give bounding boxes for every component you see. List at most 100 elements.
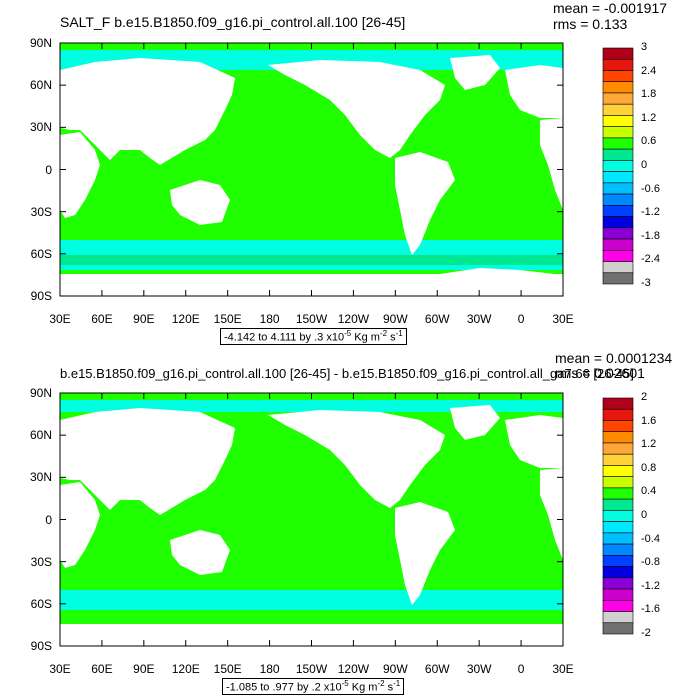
colorbar-swatch	[602, 498, 634, 511]
colorbar-swatch	[602, 227, 634, 240]
colorbar	[602, 397, 634, 635]
colorbar-label: -1.2	[641, 206, 660, 219]
land-europe	[505, 65, 563, 118]
y-tick-label: 90N	[29, 386, 52, 400]
colorbar-swatch	[602, 137, 634, 150]
x-tick-label: 180	[259, 662, 280, 676]
x-tick-label: 120W	[337, 662, 370, 676]
contour-range-label: -1.085 to .977 by .2 x10-5 Kg m-2 s-1	[222, 678, 405, 695]
y-tick-label: 90S	[30, 639, 52, 653]
colorbar-swatch	[602, 555, 634, 567]
colorbar-swatch	[602, 487, 634, 500]
map-plot	[59, 392, 634, 647]
colorbar-swatch	[602, 577, 634, 590]
land-north-america	[268, 410, 445, 508]
contour-range-label: -4.142 to 4.111 by .3 x10-5 Kg m-2 s-1	[220, 328, 407, 345]
colorbar-swatch	[602, 543, 634, 556]
rms-label: rms = 0.02601	[555, 365, 645, 381]
colorbar-swatch	[602, 599, 634, 612]
colorbar-swatch	[602, 566, 634, 579]
chart-title: b.e15.B1850.f09_g16.pi_control.all.100 […	[60, 366, 634, 381]
colorbar-swatch	[602, 92, 634, 105]
colorbar-swatch	[602, 442, 634, 455]
colorbar-swatch	[602, 510, 634, 522]
colorbar-swatch	[602, 521, 634, 534]
y-tick-label: 30S	[30, 204, 52, 219]
land-asia	[60, 58, 235, 165]
colorbar-label: 1.2	[641, 111, 657, 124]
land-australia	[170, 180, 230, 225]
land-greenland	[450, 405, 500, 440]
colorbar-swatch	[602, 238, 634, 251]
colorbar-swatch	[602, 622, 634, 635]
colorbar-swatch	[602, 249, 634, 262]
land-australia	[170, 530, 230, 575]
colorbar-swatch	[602, 261, 634, 274]
colorbar-label: -3	[641, 277, 651, 289]
colorbar-swatch	[602, 160, 634, 172]
x-tick-label: 120E	[171, 662, 200, 676]
y-tick-label: 60N	[29, 428, 52, 443]
x-tick-label: 30E	[552, 312, 574, 326]
colorbar-label: -0.8	[641, 556, 660, 569]
rms-label: rms = 0.133	[553, 16, 628, 32]
land-north-america	[268, 60, 445, 158]
y-tick-label: 30N	[29, 120, 52, 135]
mean-label: mean = 0.0001234	[555, 350, 673, 366]
x-tick-label: 30E	[552, 662, 574, 676]
x-tick-label: 30E	[49, 662, 71, 676]
chart-panel-top: SALT_F b.e15.B1850.f09_g16.pi_control.al…	[29, 0, 668, 345]
y-tick-label: 90S	[30, 289, 52, 303]
land-africa	[60, 482, 100, 568]
colorbar-swatch	[602, 126, 634, 139]
y-tick-label: 30S	[30, 554, 52, 569]
map-plot	[59, 42, 634, 297]
y-tick-label: 60S	[30, 246, 52, 261]
colorbar-label: -0.6	[641, 182, 660, 195]
x-tick-label: 0	[517, 662, 525, 676]
x-tick-label: 120W	[337, 312, 370, 326]
x-tick-label: 150W	[295, 662, 328, 676]
land-africa	[60, 132, 100, 218]
x-tick-label: 30E	[49, 312, 71, 326]
colorbar-label: 0.8	[641, 461, 657, 474]
colorbar-swatch	[602, 171, 634, 184]
land-south-america	[395, 502, 455, 605]
colorbar-swatch	[602, 216, 634, 229]
colorbar-swatch	[602, 182, 634, 195]
southern-ocean-band	[60, 590, 563, 610]
colorbar-label: 1.2	[641, 438, 657, 451]
colorbar-swatch	[602, 115, 634, 127]
colorbar-label: 0	[641, 159, 648, 171]
mean-label: mean = -0.001917	[553, 0, 668, 16]
colorbar-label: 2.4	[641, 64, 657, 77]
colorbar-label: 0.6	[641, 135, 657, 148]
y-tick-label: 0	[45, 512, 52, 527]
colorbar-label: -0.4	[641, 532, 660, 545]
y-tick-label: 60N	[29, 78, 52, 93]
colorbar-swatch	[602, 532, 634, 545]
land-south-america	[395, 152, 455, 255]
colorbar-swatch	[602, 431, 634, 444]
colorbar-swatch	[602, 588, 634, 601]
y-tick-label: 30N	[29, 470, 52, 485]
x-tick-label: 120E	[171, 312, 200, 326]
colorbar-label: -2.4	[641, 253, 660, 266]
colorbar-label: 2	[641, 391, 648, 403]
colorbar-label: 0	[641, 509, 648, 521]
x-tick-label: 0	[517, 312, 525, 326]
x-tick-label: 90W	[382, 662, 408, 676]
colorbar-swatch	[602, 103, 634, 116]
colorbar-label: 1.8	[641, 88, 657, 101]
chart-title: SALT_F b.e15.B1850.f09_g16.pi_control.al…	[60, 14, 406, 30]
x-tick-label: 60E	[91, 312, 113, 326]
colorbar-swatch	[602, 476, 634, 489]
colorbar-swatch	[602, 205, 634, 217]
colorbar-label: 3	[641, 41, 648, 53]
colorbar-swatch	[602, 408, 634, 421]
colorbar-swatch	[602, 397, 634, 410]
x-tick-label: 180	[259, 312, 280, 326]
colorbar-label: -1.8	[641, 229, 660, 242]
x-tick-label: 30W	[466, 662, 492, 676]
y-tick-label: 0	[45, 162, 52, 177]
